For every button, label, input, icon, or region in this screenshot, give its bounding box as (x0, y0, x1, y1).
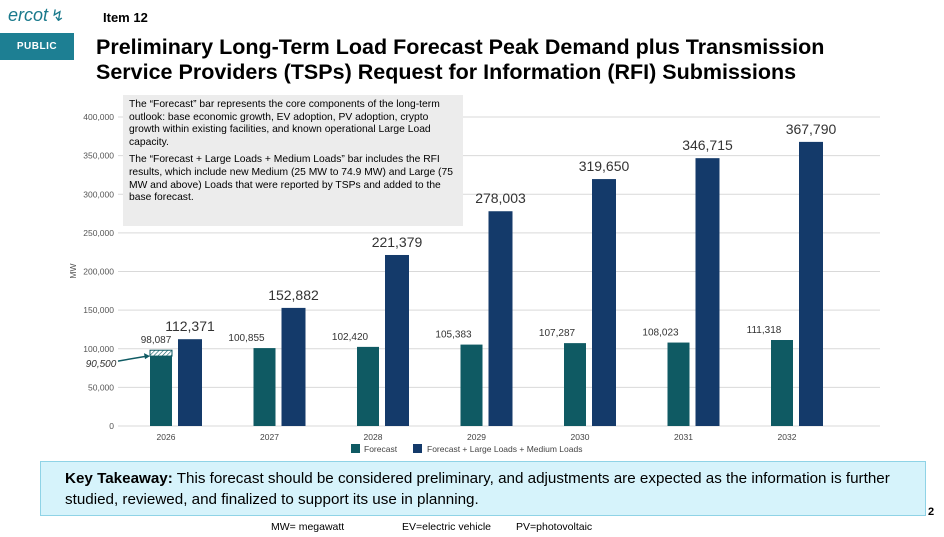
y-tick-label: 300,000 (83, 189, 114, 199)
forecast-data-label: 98,087 (141, 335, 172, 346)
y-tick-label: 50,000 (88, 382, 114, 392)
y-tick-label: 350,000 (83, 151, 114, 161)
legend-label-forecast: Forecast (364, 444, 398, 454)
forecast-bar (150, 350, 172, 426)
item-label: Item 12 (103, 10, 148, 25)
page-number: 2 (928, 506, 935, 518)
abbr-mw: MW= megawatt (271, 521, 345, 533)
y-tick-label: 150,000 (83, 305, 114, 315)
x-tick-label: 2028 (364, 432, 383, 442)
public-badge: PUBLIC (0, 33, 74, 60)
note-forecast: The “Forecast” bar represents the core c… (129, 99, 440, 148)
forecast-plus-loads-bar (592, 179, 616, 426)
x-tick-label: 2032 (778, 432, 797, 442)
forecast-plus-loads-data-label: 367,790 (786, 121, 837, 137)
y-tick-label: 0 (109, 421, 114, 431)
forecast-plus-loads-bar (695, 158, 720, 426)
forecast-plus-loads-data-label: 278,003 (475, 190, 526, 206)
forecast-bar (357, 346, 379, 426)
abbr-pv: PV=photovoltaic (516, 521, 593, 533)
y-tick-label: 250,000 (83, 228, 114, 238)
x-tick-label: 2029 (467, 432, 486, 442)
forecast-plus-loads-data-label: 221,379 (372, 234, 423, 250)
takeaway-label: Key Takeaway: (65, 470, 173, 487)
y-tick-label: 100,000 (83, 344, 114, 354)
forecast-data-label: 100,855 (228, 333, 265, 344)
forecast-plus-loads-data-label: 346,715 (682, 137, 733, 153)
y-tick-label: 400,000 (83, 112, 114, 122)
key-takeaway: Key Takeaway: This forecast should be co… (40, 461, 926, 516)
forecast-data-label: 108,023 (642, 328, 679, 339)
forecast-bar (564, 343, 586, 426)
forecast-plus-loads-bar (799, 141, 823, 427)
forecast-plus-loads-bar (488, 211, 513, 426)
forecast-bar (771, 340, 793, 426)
annotation-label: 90,500 (86, 359, 117, 370)
forecast-bar (460, 344, 483, 426)
forecast-plus-loads-data-label: 112,371 (165, 318, 215, 334)
forecast-plus-loads-data-label: 319,650 (579, 158, 630, 174)
forecast-plus-loads-bar (178, 339, 202, 426)
abbr-ev: EV=electric vehicle (402, 521, 491, 533)
forecast-data-label: 107,287 (539, 328, 576, 339)
legend-swatch-forecast-plus-loads (413, 444, 422, 453)
forecast-data-label: 102,420 (332, 332, 369, 343)
page-title: Preliminary Long-Term Load Forecast Peak… (96, 35, 824, 85)
forecast-data-label: 111,318 (747, 325, 782, 336)
logo-text: ercot (8, 5, 49, 25)
x-tick-label: 2030 (571, 432, 590, 442)
arrow-head-icon (144, 353, 150, 360)
legend-label-forecast-plus-loads: Forecast + Large Loads + Medium Loads (427, 444, 582, 454)
title-line-2: Service Providers (TSPs) Request for Inf… (96, 60, 797, 84)
x-tick-label: 2031 (674, 432, 693, 442)
forecast-plus-loads-bar (385, 254, 409, 426)
forecast-plus-loads-data-label: 152,882 (268, 287, 319, 303)
ercot-logo: ercot ↯ (8, 5, 64, 26)
y-axis-label: MW (68, 263, 78, 278)
chart-note: The “Forecast” bar represents the core c… (123, 95, 463, 226)
forecast-bar (253, 348, 276, 426)
title-line-1: Preliminary Long-Term Load Forecast Peak… (96, 35, 825, 59)
forecast-data-label: 105,383 (435, 330, 472, 341)
hatched-segment (149, 349, 173, 357)
note-rfi: The “Forecast + Large Loads + Medium Loa… (129, 154, 453, 204)
forecast-bar (667, 342, 690, 426)
x-tick-label: 2027 (260, 432, 279, 442)
forecast-plus-loads-bar (281, 307, 306, 426)
legend-swatch-forecast (351, 444, 360, 453)
annotation-arrow (117, 355, 148, 362)
y-tick-label: 200,000 (83, 267, 114, 277)
x-tick-label: 2026 (157, 432, 176, 442)
takeaway-text: This forecast should be considered preli… (65, 470, 890, 508)
logo-mark-icon: ↯ (51, 7, 65, 25)
